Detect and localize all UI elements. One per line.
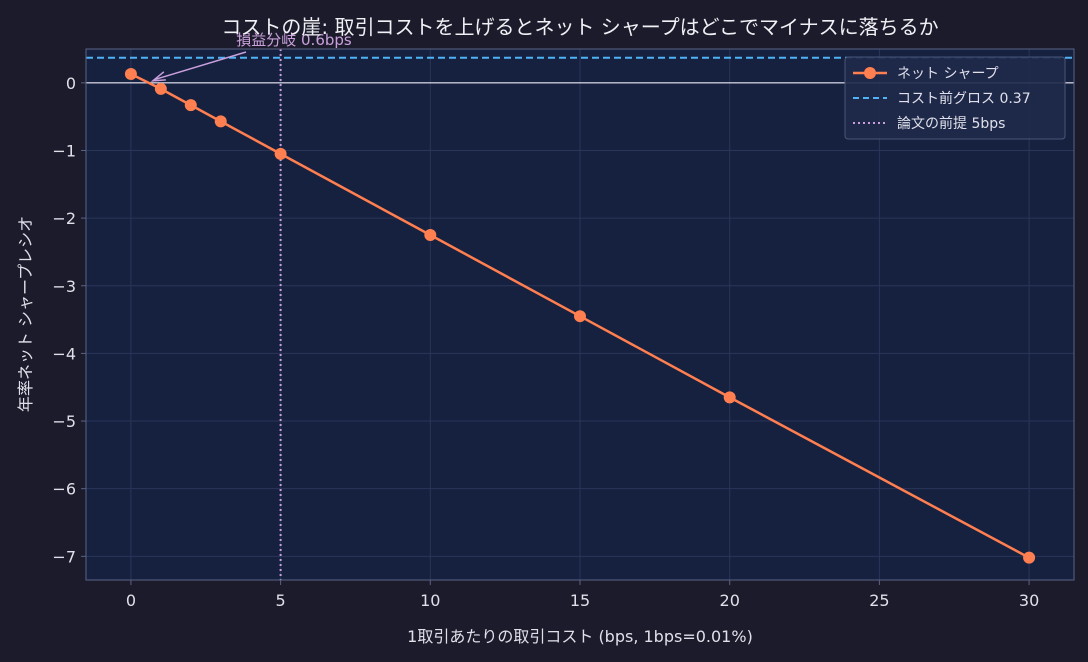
series-layer: [124, 68, 1036, 564]
y-tick-label: 0: [66, 74, 76, 93]
data-point: [1023, 551, 1036, 564]
annotations: 損益分岐 0.6bps: [150, 31, 352, 82]
x-tick-label: 30: [1019, 591, 1039, 610]
y-tick-label: −5: [52, 412, 76, 431]
data-point: [274, 147, 287, 160]
legend-label-net-sharpe: ネット シャープ: [897, 66, 999, 82]
x-tick-label: 25: [869, 591, 889, 610]
x-tick-label: 10: [420, 591, 440, 610]
y-axis-ticks: 0 −1 −2 −3 −4 −5 −6 −7: [52, 74, 86, 566]
x-tick-label: 20: [720, 591, 740, 610]
y-tick-label: −6: [52, 480, 76, 499]
data-point: [723, 391, 736, 404]
legend-box: [844, 56, 1066, 140]
y-tick-label: −3: [52, 277, 76, 296]
x-axis-label: 1取引あたりの取引コスト (bps, 1bps=0.01%): [407, 627, 753, 646]
x-tick-label: 15: [570, 591, 590, 610]
data-point: [574, 310, 586, 323]
data-point: [184, 99, 197, 112]
y-tick-label: −4: [52, 344, 76, 363]
y-tick-label: −2: [52, 209, 76, 228]
legend: ネット シャープ コスト前グロス 0.37 論文の前提 5bps: [844, 56, 1066, 140]
annotation-arrow: [153, 51, 247, 81]
chart-title: コストの崖: 取引コストを上げるとネット シャープはどこでマイナスに落ちるか: [221, 15, 938, 39]
annotation-label: 損益分岐 0.6bps: [236, 31, 352, 49]
data-point: [424, 229, 437, 242]
y-tick-label: −1: [52, 141, 76, 160]
data-point: [154, 82, 167, 95]
x-tick-label: 5: [276, 591, 286, 610]
legend-label-gross: コスト前グロス 0.37: [897, 90, 1031, 107]
legend-marker-net-sharpe: [864, 67, 876, 79]
data-point: [124, 68, 137, 81]
x-axis-ticks: 0 5 10 15 20 25 30: [126, 580, 1039, 610]
y-tick-label: −7: [52, 547, 76, 566]
x-tick-label: 0: [126, 591, 136, 610]
annotation-arrowhead: [150, 71, 166, 82]
y-axis-label: 年率ネット シャープレシオ: [16, 216, 35, 412]
legend-label-assumption: 論文の前提 5bps: [897, 115, 1005, 132]
data-point: [214, 115, 227, 128]
